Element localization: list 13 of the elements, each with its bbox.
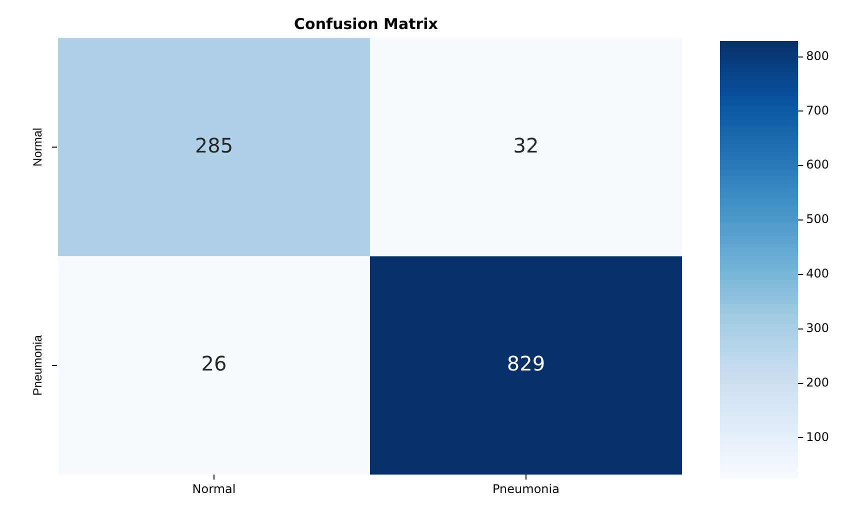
- color-bar-label: 400: [806, 266, 829, 281]
- color-bar-label: 500: [806, 212, 829, 226]
- color-bar-label: 200: [806, 375, 829, 390]
- color-bar-label: 100: [806, 430, 829, 444]
- chart-title: Confusion Matrix: [294, 14, 438, 33]
- color-bar-label: 700: [806, 103, 829, 118]
- data-label: 285: [194, 133, 234, 158]
- data-label: 32: [513, 133, 539, 158]
- color-bar-label: 600: [806, 158, 829, 172]
- color-bar-label: 300: [806, 321, 829, 336]
- data-label: 26: [201, 352, 227, 376]
- color-bar-label: 800: [806, 48, 829, 63]
- data-label: 829: [506, 352, 546, 376]
